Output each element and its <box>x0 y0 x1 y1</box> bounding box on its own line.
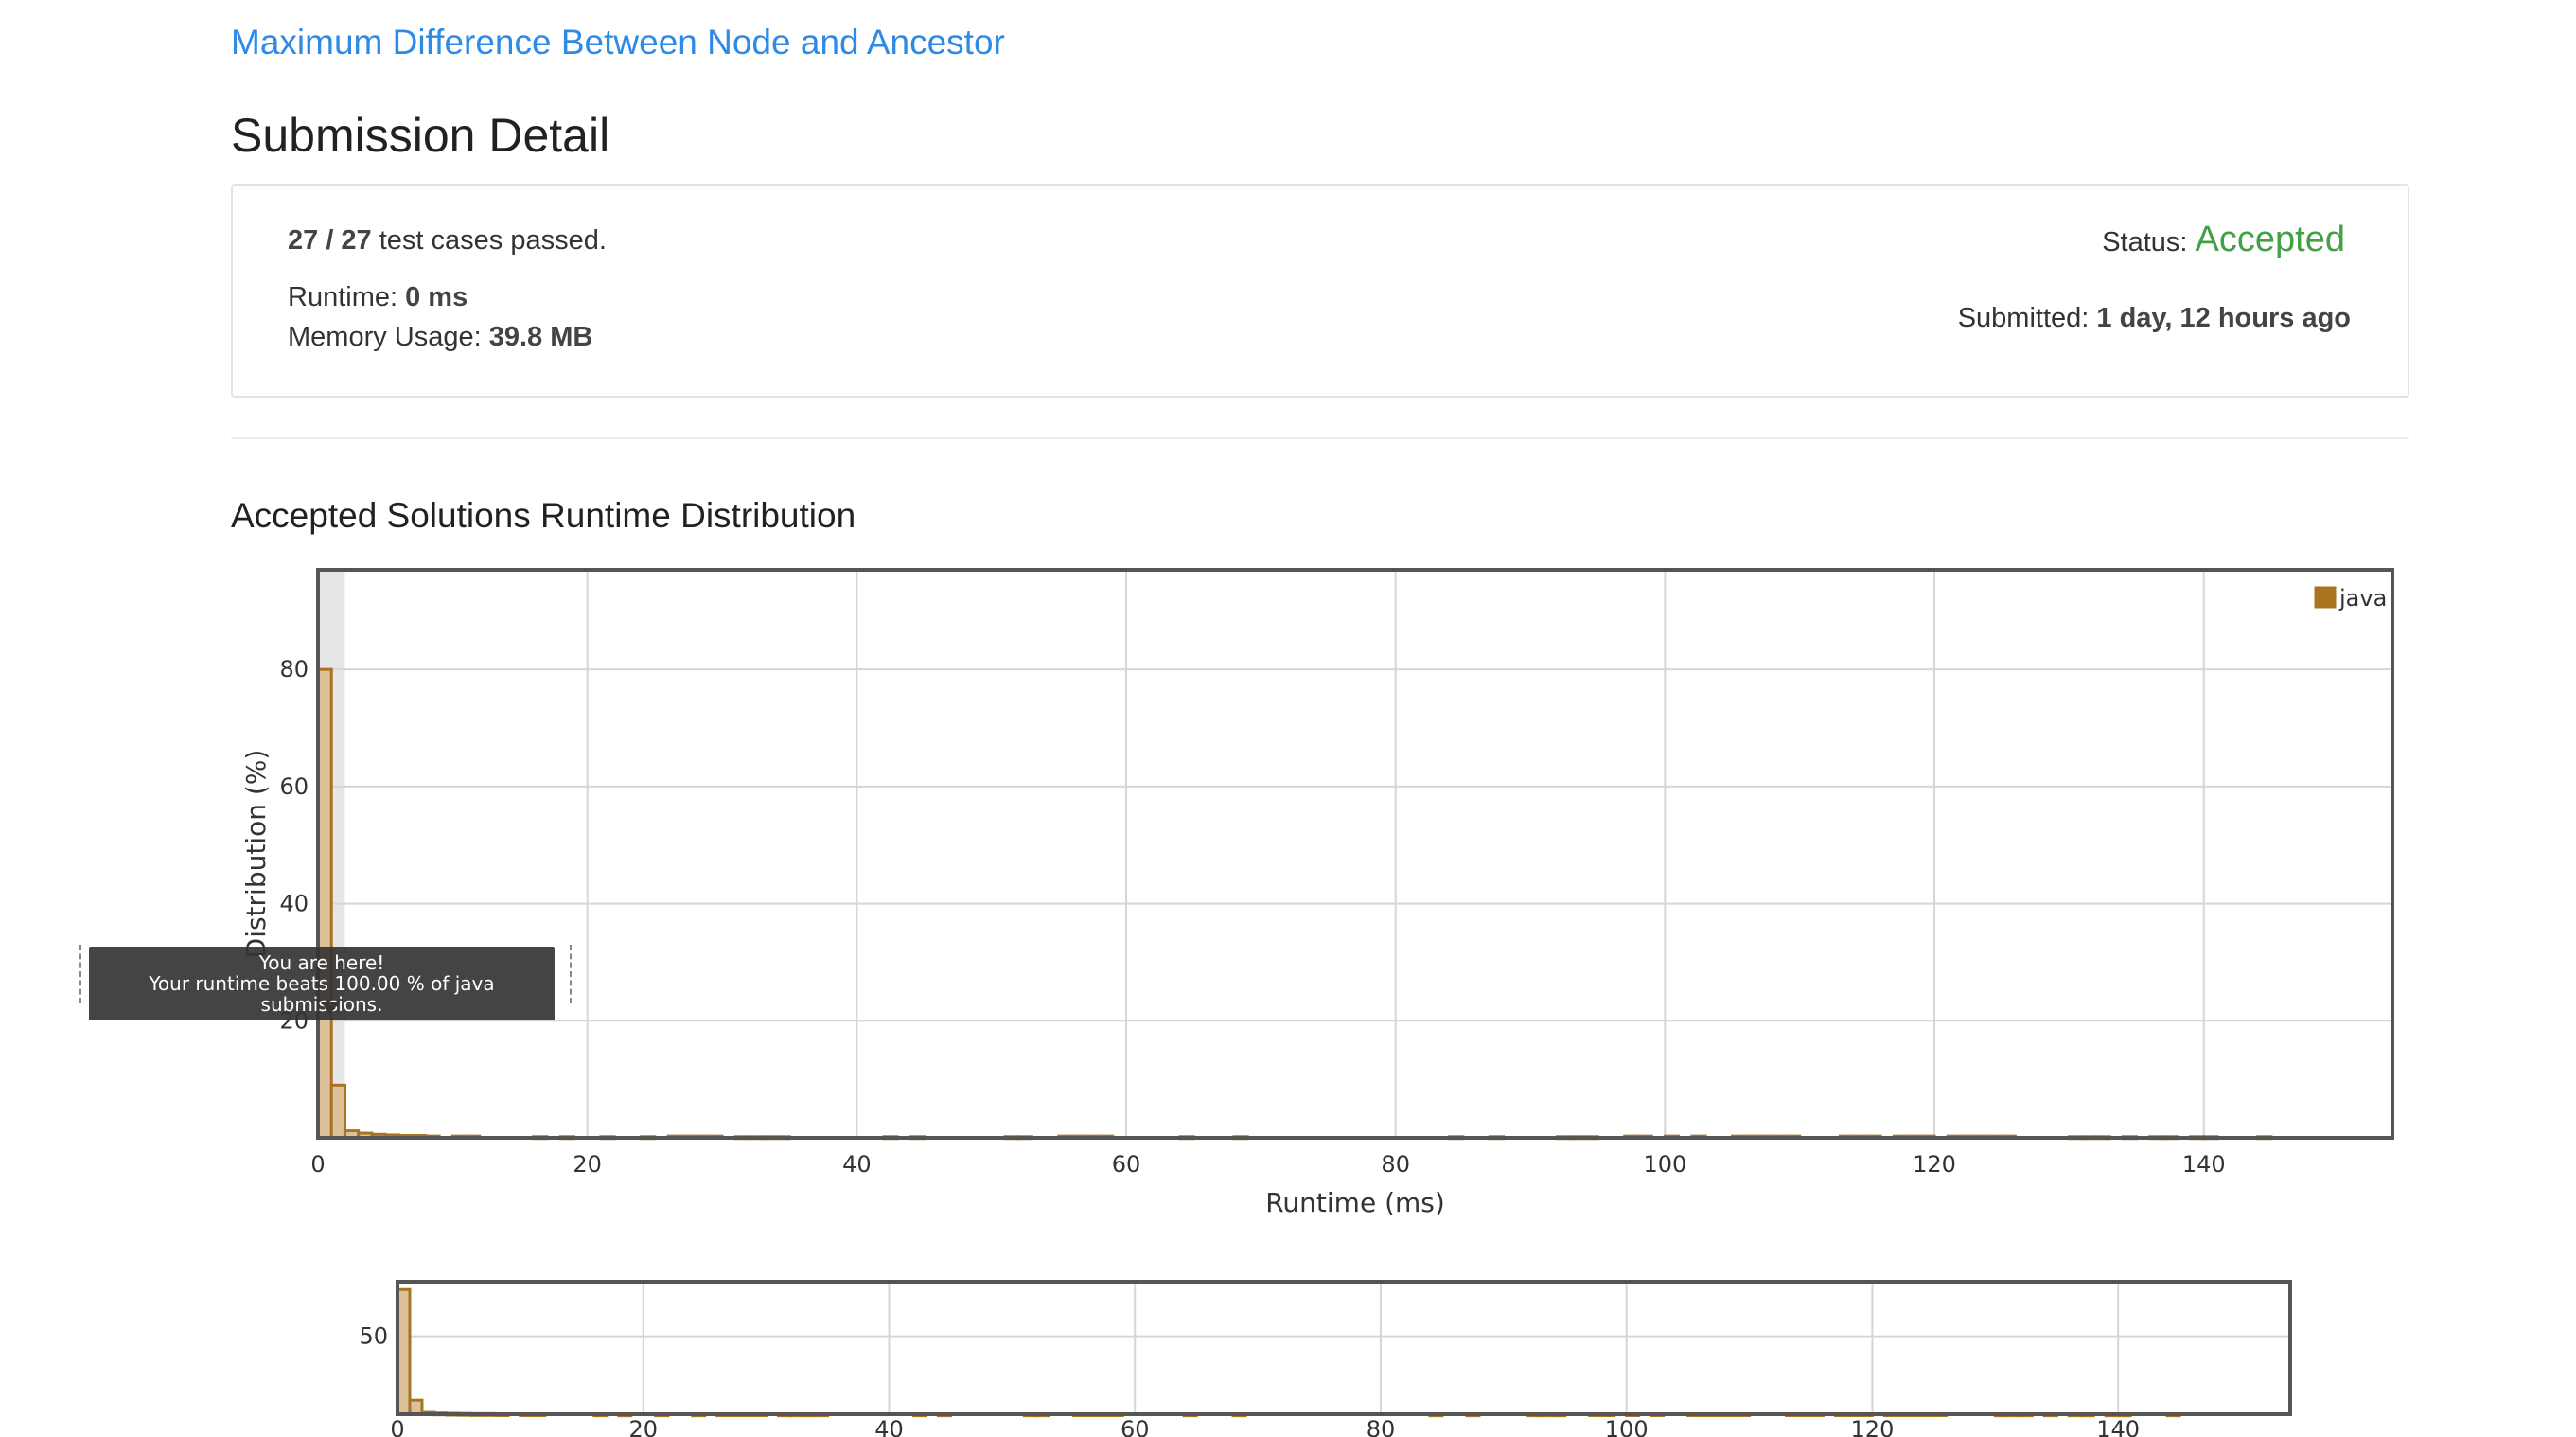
x-tick-label: 100 <box>1643 1151 1686 1178</box>
x-tick-label: 0 <box>310 1151 325 1178</box>
memory-value: 39.8 MB <box>488 322 593 352</box>
submitted-row: Submitted: 1 day, 12 hours ago <box>1958 303 2351 334</box>
x-tick-label: 20 <box>573 1151 602 1178</box>
tooltip-arrow <box>321 1002 340 1014</box>
x-tick-label: 80 <box>1367 1416 1396 1437</box>
navigator-x-tick-labels: 0 20 40 60 80 100 120 140 <box>390 1416 2140 1437</box>
main-chart-frame <box>316 568 2394 1140</box>
histogram-bar[interactable] <box>408 1398 424 1416</box>
x-tick-label: 120 <box>1913 1151 1956 1178</box>
navigator-bars[interactable] <box>396 1287 2181 1418</box>
histogram-bar[interactable] <box>329 1083 346 1140</box>
runtime-value: 0 ms <box>405 282 468 312</box>
status-label: Status: <box>2102 227 2188 257</box>
navigator-grid <box>397 1282 2290 1414</box>
y-axis-title: Distribution (%) <box>240 750 272 959</box>
chart-legend[interactable]: java <box>2314 585 2387 612</box>
navigator-frame[interactable] <box>396 1280 2292 1416</box>
legend-label-java: java <box>2338 585 2387 612</box>
y-tick-label: 80 <box>279 656 309 683</box>
submission-detail-card: 27 / 27 test cases passed. Runtime: 0 ms… <box>231 184 2409 398</box>
navigator-y-tick-labels: 50 <box>359 1323 388 1350</box>
section-divider <box>231 437 2409 439</box>
memory-label: Memory Usage: <box>288 322 482 352</box>
x-tick-label: 120 <box>1851 1416 1895 1437</box>
tooltip-line-1: You are here! <box>258 951 385 974</box>
x-tick-label: 80 <box>1381 1151 1410 1178</box>
problem-title-link[interactable]: Maximum Difference Between Node and Ance… <box>231 23 1005 62</box>
x-tick-label: 20 <box>628 1416 658 1437</box>
y-tick-label: 60 <box>279 773 309 800</box>
x-tick-label: 40 <box>874 1416 904 1437</box>
page-title: Submission Detail <box>231 109 610 162</box>
x-tick-label: 40 <box>842 1151 872 1178</box>
x-tick-label: 140 <box>2096 1416 2140 1437</box>
y-tick-label: 50 <box>359 1323 388 1350</box>
x-tick-label: 0 <box>390 1416 404 1437</box>
status-row: Status: Accepted <box>2102 220 2345 260</box>
memory-row: Memory Usage: 39.8 MB <box>288 322 592 353</box>
test-cases-summary: 27 / 27 test cases passed. <box>288 225 607 257</box>
distribution-section-title: Accepted Solutions Runtime Distribution <box>231 496 856 535</box>
runtime-row: Runtime: 0 ms <box>288 282 468 313</box>
histogram-bar[interactable] <box>316 667 333 1140</box>
submitted-value: 1 day, 12 hours ago <box>2096 303 2351 333</box>
runtime-label: Runtime: <box>288 282 398 312</box>
x-tick-label: 60 <box>1120 1416 1150 1437</box>
y-tick-label: 40 <box>279 891 309 917</box>
status-badge: Accepted <box>2195 220 2345 259</box>
main-chart-grid <box>317 570 2392 1138</box>
x-tick-label: 60 <box>1112 1151 1141 1178</box>
submitted-label: Submitted: <box>1957 303 2090 333</box>
x-tick-label: 100 <box>1605 1416 1649 1437</box>
legend-swatch-java <box>2314 586 2337 609</box>
x-tick-label: 140 <box>2182 1151 2226 1178</box>
x-axis-title: Runtime (ms) <box>1265 1187 1445 1218</box>
passed-count: 27 / 27 <box>288 225 372 256</box>
passed-suffix: test cases passed. <box>379 225 607 256</box>
main-x-tick-labels: 0 20 40 60 80 100 120 140 <box>310 1151 2225 1178</box>
